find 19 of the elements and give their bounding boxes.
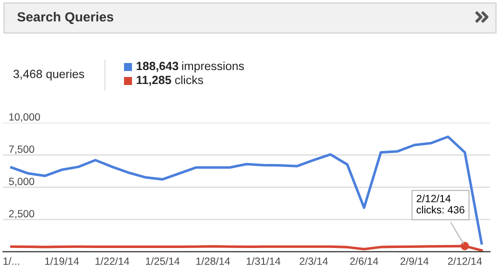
y-tick-label: 7,500	[9, 146, 34, 154]
x-tick-label: 2/3/14	[300, 257, 328, 265]
annotation: 2/12/14 clicks: 436	[416, 194, 464, 214]
x-tick-label: 1/19/14	[45, 257, 79, 265]
x-tick-label: 1/25/14	[146, 257, 180, 265]
x-tick-label: 2/6/14	[350, 257, 378, 265]
x-tick-label: 1/22/14	[96, 257, 130, 265]
x-tick-label: 2/12/14	[448, 257, 482, 265]
x-tick-label: 1/28/14	[196, 257, 230, 265]
y-tick-label: 5,000	[8, 178, 34, 186]
legend-label: 11,285 clicks	[136, 76, 204, 86]
chart-subtitle: 3,468 queries	[13, 70, 84, 81]
legend-label: 188,643 impressions	[136, 62, 244, 73]
x-tick-label: 2/9/14	[400, 257, 429, 265]
y-tick-label: 10,000	[9, 113, 40, 122]
y-tick-label: 2,500	[9, 210, 34, 219]
x-tick-label: 1/31/14	[246, 257, 280, 265]
x-tick-label: 1/...	[4, 257, 20, 265]
chart-title: Search Queries	[17, 12, 114, 24]
